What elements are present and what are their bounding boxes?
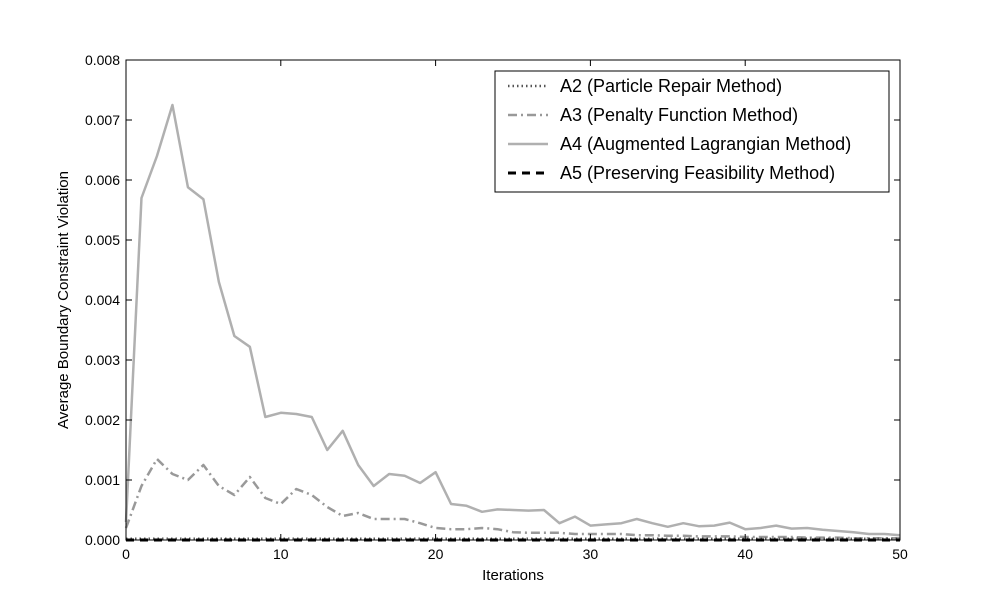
x-tick-label: 10: [273, 546, 289, 562]
y-axis-title: Average Boundary Constraint Violation: [55, 171, 72, 429]
series-line-a3: [124, 457, 900, 540]
x-tick-label: 20: [428, 546, 444, 562]
legend-box: [494, 70, 890, 193]
y-tick-label: 0.000: [85, 532, 120, 548]
x-tick-label: 40: [737, 546, 753, 562]
y-tick-label: 0.004: [85, 292, 120, 308]
legend-label-a2: A2 (Particle Repair Method): [560, 76, 782, 96]
x-tick-label: 0: [122, 546, 130, 562]
y-tick-label: 0.001: [85, 472, 120, 488]
y-tick-label: 0.008: [85, 52, 120, 68]
y-tick-label: 0.005: [85, 232, 120, 248]
x-tick-label: 30: [583, 546, 599, 562]
series-line-a4: [124, 103, 901, 537]
y-tick-label: 0.002: [85, 412, 120, 428]
y-tick-label: 0.007: [85, 112, 120, 128]
legend-label-a3: A3 (Penalty Function Method): [560, 105, 798, 125]
legend-label-a5: A5 (Preserving Feasibility Method): [560, 163, 835, 183]
legend: A2 (Particle Repair Method) A3 (Penalty …: [494, 70, 890, 193]
axis-ticks: 0 10 20 30 40 50 0.000 0.001 0.002 0.003 0.004 0.00…: [85, 52, 908, 562]
x-axis-title: Iterations: [482, 567, 544, 584]
legend-label-a4: A4 (Augmented Lagrangian Method): [560, 134, 851, 154]
y-tick-label: 0.003: [85, 352, 120, 368]
x-tick-label: 50: [892, 546, 908, 562]
y-tick-label: 0.006: [85, 172, 120, 188]
